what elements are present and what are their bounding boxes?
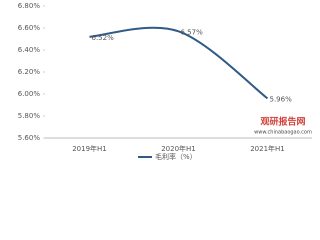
legend-label: 毛利率（%）: [155, 152, 197, 161]
watermark-url: www.chinabaogao.com: [254, 130, 312, 136]
x-tick-label: 2020年H1: [161, 144, 196, 153]
x-tick-label: 2021年H1: [250, 144, 285, 153]
x-tick-label: 2019年H1: [72, 144, 107, 153]
watermark-title: 观研报告网: [260, 116, 305, 128]
data-label: 6.52%: [92, 34, 115, 42]
y-tick-label: 5.80%: [18, 112, 41, 120]
line: [89, 26, 269, 100]
y-tick-label: 6.80%: [18, 2, 41, 10]
y-tick-label: 6.40%: [18, 46, 41, 54]
y-tick-label: 6.00%: [18, 90, 41, 98]
data-label: 5.96%: [270, 95, 293, 103]
chart: 观研报告网 www.chinabaogao.com 5.60% 5.80% 6.00…: [18, 2, 312, 161]
y-tick-label: 5.60%: [18, 134, 41, 142]
data-label: 6.57%: [181, 28, 204, 36]
y-tick-label: 6.20%: [18, 68, 41, 76]
y-tick-label: 6.60%: [18, 24, 41, 32]
